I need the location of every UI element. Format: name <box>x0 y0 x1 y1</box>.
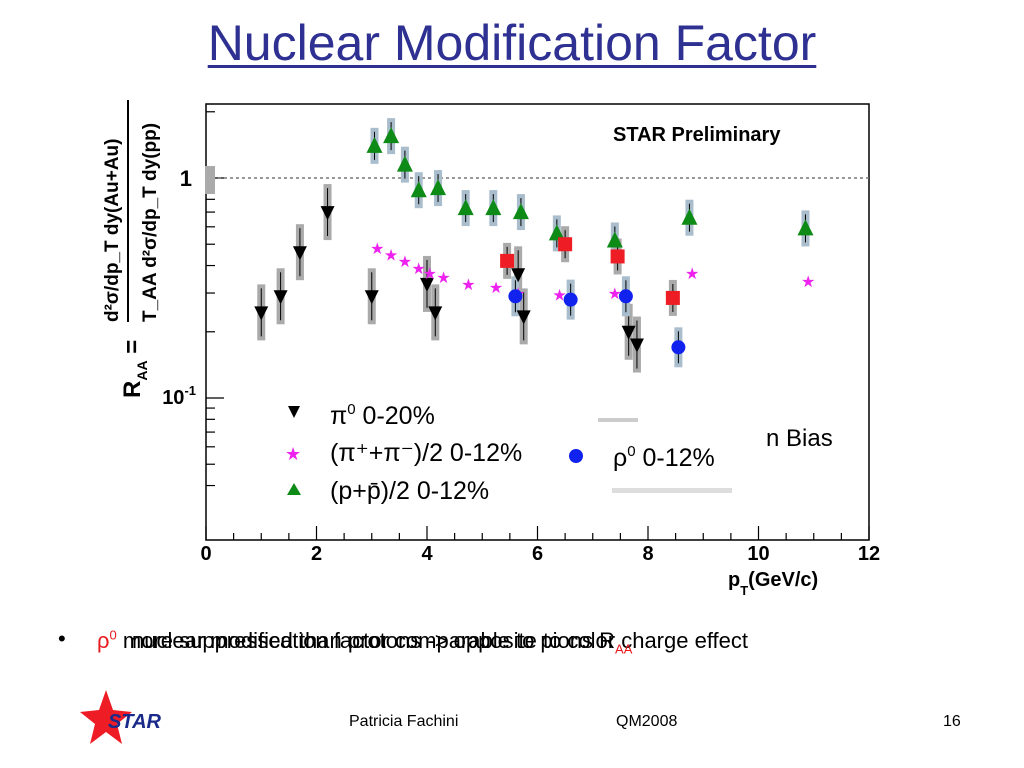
bullet-dot: • <box>58 626 66 651</box>
legend: π0 0-20% ★ (π⁺+π⁻)/2 0-12% (p+p̄)/2 0-12… <box>285 401 833 505</box>
chart: ★★★★★★★★★★★★★ STAR Preliminary 1 10-1 02… <box>102 100 880 598</box>
data-point <box>563 292 578 307</box>
data-point: ★ <box>384 247 398 264</box>
svg-text:d²σ/dp_T dy(Au+Au): d²σ/dp_T dy(Au+Au) <box>102 139 123 322</box>
legend-marker-mb-obscured <box>598 418 638 422</box>
data-point <box>665 290 680 305</box>
y-tick-label-0.1: 10-1 <box>162 383 196 409</box>
footer-page-number: 16 <box>943 713 961 730</box>
legend-label-rho012: ρ0 0-12% <box>613 443 715 472</box>
data-point <box>618 289 633 304</box>
x-tick-label: 12 <box>858 543 880 565</box>
data-point <box>511 268 526 283</box>
legend-obscured-fragment <box>612 488 732 493</box>
data-point <box>366 136 383 153</box>
data-point: ★ <box>552 288 566 305</box>
data-point <box>512 203 529 220</box>
data-point: ★ <box>412 261 426 278</box>
footer-conference: QM2008 <box>616 713 678 730</box>
data-point <box>364 290 379 305</box>
data-point <box>383 127 400 144</box>
data-point <box>320 206 335 221</box>
data-point <box>548 224 565 241</box>
data-point <box>500 253 515 268</box>
x-tick-label: 4 <box>421 543 433 565</box>
legend-marker-protons <box>287 483 301 495</box>
axis-ticks <box>205 111 870 540</box>
legend-label-protons: (p+p̄)/2 0-12% <box>330 477 489 505</box>
x-tick-label: 0 <box>200 543 211 565</box>
data-point <box>430 179 447 196</box>
data-point <box>292 246 307 261</box>
y-tick-label-1: 1 <box>180 166 192 191</box>
legend-marker-pi0 <box>288 406 300 418</box>
data-point <box>420 277 434 292</box>
legend-label-mb-partial: n Bias <box>766 425 833 452</box>
svg-text:RAA =: RAA = <box>119 340 150 398</box>
data-point <box>516 310 531 325</box>
data-point <box>254 306 269 321</box>
star-logo-icon <box>80 690 132 744</box>
data-point: ★ <box>685 266 699 283</box>
data-point <box>558 237 573 252</box>
slide-title: Nuclear Modification Factor <box>207 15 817 71</box>
data-point <box>797 219 814 236</box>
plot-frame <box>205 103 870 541</box>
x-tick-label: 8 <box>642 543 653 565</box>
data-point <box>508 289 523 304</box>
data-point <box>428 306 443 321</box>
data-point: ★ <box>398 254 412 271</box>
legend-label-pions: (π⁺+π⁻)/2 0-12% <box>330 439 522 467</box>
data-point <box>621 325 636 340</box>
data-point <box>457 199 474 216</box>
data-point: ★ <box>489 280 503 297</box>
data-point <box>485 199 502 216</box>
chart-title: STAR Preliminary <box>613 124 781 146</box>
legend-marker-pions: ★ <box>285 444 301 464</box>
data-point <box>606 231 623 248</box>
bullet-text-rho: ρ0 more suppressed than protons -> oppos… <box>97 627 748 653</box>
legend-marker-rho012 <box>569 449 583 463</box>
star-logo: STAR <box>80 690 162 744</box>
y-axis-title: RAA = d²σ/dp_T dy(Au+Au) T_AA d²σ/dp_T d… <box>102 100 161 398</box>
data-point <box>273 290 288 305</box>
x-axis-title: pT(GeV/c) <box>728 569 818 598</box>
x-tick-label: 6 <box>532 543 543 565</box>
bullet-text-overlay: nuclear modification factor comparable t… <box>132 628 633 657</box>
norm-uncertainty-box <box>205 166 215 194</box>
data-point <box>629 338 644 353</box>
data-point <box>610 249 625 264</box>
x-tick-label: 10 <box>747 543 769 565</box>
data-point: ★ <box>608 286 622 303</box>
data-point <box>396 155 413 172</box>
data-markers: ★★★★★★★★★★★★★ <box>254 127 815 355</box>
data-point: ★ <box>801 274 815 291</box>
data-point <box>671 340 686 355</box>
x-tick-labels: 0 2 4 6 8 10 12 <box>200 543 880 565</box>
bullet-point: • ρ0 more suppressed than protons -> opp… <box>0 626 1024 666</box>
data-point: ★ <box>423 266 437 283</box>
svg-text:STAR: STAR <box>108 711 162 733</box>
svg-text:T_AA d²σ/dp_T dy(pp): T_AA d²σ/dp_T dy(pp) <box>140 123 161 322</box>
footer-author: Patricia Fachini <box>349 713 459 730</box>
data-point <box>410 181 427 198</box>
data-point <box>681 208 698 225</box>
data-point: ★ <box>436 270 450 287</box>
legend-label-pi0: π0 0-20% <box>330 401 435 430</box>
data-point: ★ <box>461 277 475 294</box>
x-tick-label: 2 <box>311 543 322 565</box>
data-point: ★ <box>370 241 384 258</box>
